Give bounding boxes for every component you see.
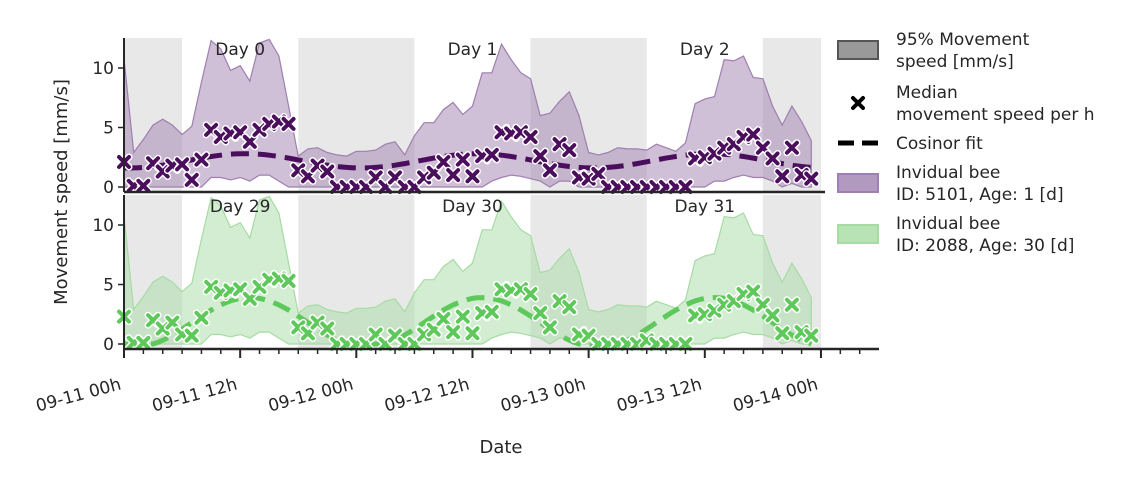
median-point <box>242 134 257 149</box>
median-point <box>523 287 538 302</box>
legend-label: Cosinor fit <box>896 134 983 154</box>
median-point <box>775 326 790 341</box>
legend-label: movement speed per h <box>896 105 1095 125</box>
median-point <box>484 304 499 319</box>
x-tick-label: 09-13 00h <box>499 375 588 417</box>
median-point <box>484 147 499 162</box>
median-point <box>455 152 470 167</box>
x-axis: 09-11 00h 09-11 12h 09-12 00h 09-12 12h 09-1… <box>34 349 861 417</box>
cosinor-fit-line <box>124 295 813 347</box>
median-point <box>465 169 480 184</box>
median-point <box>542 320 557 335</box>
median-point <box>436 155 451 170</box>
legend-swatch <box>837 40 879 60</box>
day-label: Day 29 <box>210 197 271 217</box>
day-label: Day 1 <box>448 40 498 60</box>
median-point <box>775 169 790 184</box>
median-point <box>678 337 693 351</box>
legend-label: ID: 2088, Age: 30 [d] <box>896 236 1074 256</box>
median-point <box>533 149 548 164</box>
x-tick-label: 09-12 00h <box>266 375 355 417</box>
median-point <box>678 180 693 194</box>
median-point <box>533 306 548 321</box>
legend-label: 95% Movement <box>896 30 1030 50</box>
median-point <box>784 297 799 312</box>
legend-swatch <box>837 173 879 193</box>
median-point <box>446 168 461 183</box>
median-point <box>175 157 190 172</box>
median-point <box>136 335 151 350</box>
median-point <box>194 310 209 325</box>
x-tick-label: 09-11 12h <box>150 375 239 417</box>
median-point <box>184 328 199 343</box>
y-tick-label: 10 <box>92 216 114 236</box>
median-point <box>746 284 761 299</box>
median-point <box>465 326 480 341</box>
x-tick-label: 09-13 12h <box>615 375 704 417</box>
day-label: Day 30 <box>442 197 503 217</box>
median-point <box>765 308 780 323</box>
median-point <box>562 300 577 315</box>
x-axis-label: Date <box>479 437 522 458</box>
chart-panels: Day 0 Day 1 Day 2 0 5 10 Day 29 Day 30 Day 31 0 5 1… <box>92 38 879 355</box>
y-tick-label: 0 <box>103 335 114 355</box>
median-point <box>562 143 577 158</box>
legend-label: speed [mm/s] <box>896 52 1014 72</box>
median-point <box>136 178 151 193</box>
median-point <box>446 325 461 340</box>
median-point <box>591 166 606 181</box>
x-tick-label: 09-11 00h <box>34 375 123 417</box>
median-point <box>281 273 296 288</box>
median-point <box>804 171 819 186</box>
day-label: Day 2 <box>680 40 730 60</box>
y-tick-label: 5 <box>103 119 114 139</box>
legend-marker-x <box>851 96 865 110</box>
legend-label: Invidual bee <box>896 214 1000 234</box>
legend-swatch <box>837 224 879 244</box>
median-point <box>436 312 451 327</box>
median-point <box>242 291 257 306</box>
median-point <box>746 127 761 142</box>
median-point <box>320 321 335 336</box>
median-point <box>194 152 209 167</box>
median-point <box>784 140 799 155</box>
median-point <box>281 116 296 131</box>
x-tick-label: 09-14 00h <box>731 375 820 417</box>
median-point <box>804 328 819 343</box>
legend-label: Median <box>896 83 958 103</box>
y-tick-label: 5 <box>103 276 114 296</box>
legend-label: Invidual bee <box>896 163 1000 183</box>
median-point <box>320 164 335 179</box>
x-tick-label: 09-12 12h <box>382 375 471 417</box>
median-point <box>184 172 199 187</box>
y-axis-label: Movement speed [mm/s] <box>51 79 72 305</box>
median-point <box>455 309 470 324</box>
panel-1: Day 0 Day 1 Day 2 0 5 10 <box>92 38 825 198</box>
legend-label: ID: 5101, Age: 1 [d] <box>896 185 1064 205</box>
panel-2: Day 29 Day 30 Day 31 0 5 10 <box>92 195 879 355</box>
median-point <box>765 151 780 166</box>
day-label: Day 31 <box>674 197 735 217</box>
median-point <box>165 315 180 330</box>
y-tick-label: 10 <box>92 59 114 79</box>
day-label: Day 0 <box>215 40 265 60</box>
median-point <box>542 163 557 178</box>
median-point <box>523 130 538 145</box>
y-tick-label: 0 <box>103 178 114 198</box>
